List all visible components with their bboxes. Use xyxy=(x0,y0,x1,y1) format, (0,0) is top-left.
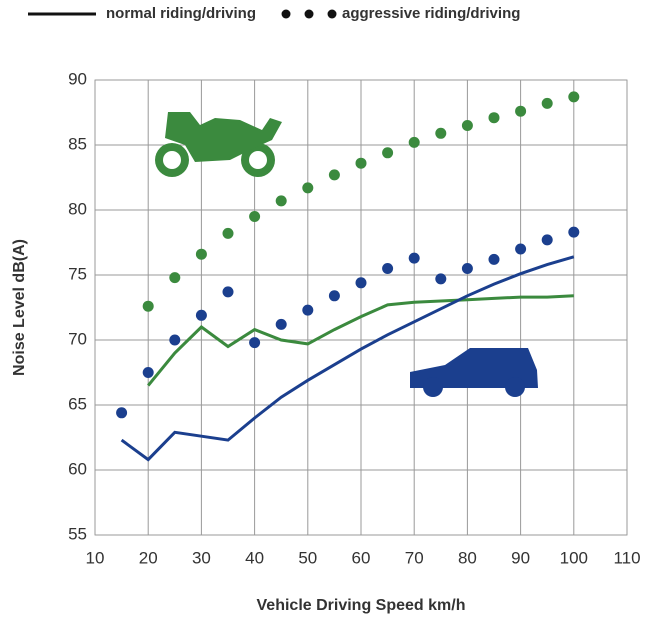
series-dot xyxy=(355,277,367,289)
legend-dot xyxy=(327,9,337,19)
legend-dot xyxy=(281,9,291,19)
y-tick-label: 70 xyxy=(68,329,87,348)
series-dot xyxy=(515,105,527,117)
x-tick-label: 10 xyxy=(86,548,105,567)
y-tick-label: 90 xyxy=(68,69,87,88)
x-axis-label: Vehicle Driving Speed km/h xyxy=(257,597,466,614)
legend-label: aggressive riding/driving xyxy=(342,5,520,22)
series-dot xyxy=(328,290,340,302)
series-dot xyxy=(541,234,553,246)
y-tick-label: 80 xyxy=(68,199,87,218)
series-dot xyxy=(435,273,447,285)
y-axis-label: Noise Level dB(A) xyxy=(11,239,28,376)
series-dot xyxy=(222,227,234,239)
series-dot xyxy=(408,252,420,264)
series-dot xyxy=(488,253,500,265)
series-dot xyxy=(461,120,473,131)
legend-dot xyxy=(304,9,314,19)
series-line xyxy=(147,294,574,387)
series-dot xyxy=(568,91,580,103)
x-tick-label: 110 xyxy=(613,548,640,567)
y-tick-label: 75 xyxy=(68,264,87,283)
series-dot xyxy=(169,334,181,346)
series-dot xyxy=(249,337,261,349)
series-dot xyxy=(515,243,527,255)
y-tick-label: 60 xyxy=(68,459,87,478)
series-dot xyxy=(249,211,261,222)
series-line xyxy=(120,255,575,462)
series-dot xyxy=(568,226,580,238)
x-tick-label: 90 xyxy=(511,548,530,567)
series-dot xyxy=(408,136,420,148)
series-dot xyxy=(541,97,553,109)
series-dot xyxy=(302,304,314,316)
series-dot xyxy=(275,318,287,330)
car-icon xyxy=(410,348,538,397)
x-tick-label: 40 xyxy=(245,548,264,567)
y-tick-label: 85 xyxy=(68,134,87,153)
series-dot xyxy=(488,112,500,124)
x-tick-label: 60 xyxy=(352,548,371,567)
series-dot xyxy=(142,300,154,312)
x-tick-label: 100 xyxy=(560,548,588,567)
motorcycle-icon xyxy=(155,112,282,177)
series-dot xyxy=(169,272,181,284)
series-dot xyxy=(435,127,447,139)
x-tick-label: 70 xyxy=(405,548,424,567)
y-tick-label: 65 xyxy=(68,394,87,413)
series-dot xyxy=(302,182,314,194)
x-tick-label: 20 xyxy=(139,548,158,567)
series-dot xyxy=(222,286,234,298)
x-tick-label: 80 xyxy=(458,548,477,567)
series-dot xyxy=(142,367,154,378)
series-dot xyxy=(382,147,394,159)
x-tick-label: 30 xyxy=(192,548,211,567)
legend-label: normal riding/driving xyxy=(106,5,256,22)
series-dot xyxy=(275,195,287,207)
series-dot xyxy=(355,157,367,169)
series-dot xyxy=(328,169,340,181)
series-dot xyxy=(116,407,128,419)
series-dot xyxy=(382,263,394,274)
series-dot xyxy=(195,309,207,321)
y-tick-label: 55 xyxy=(68,524,87,543)
series-dot xyxy=(461,263,473,274)
x-tick-label: 50 xyxy=(298,548,317,567)
series-dot xyxy=(195,248,207,260)
